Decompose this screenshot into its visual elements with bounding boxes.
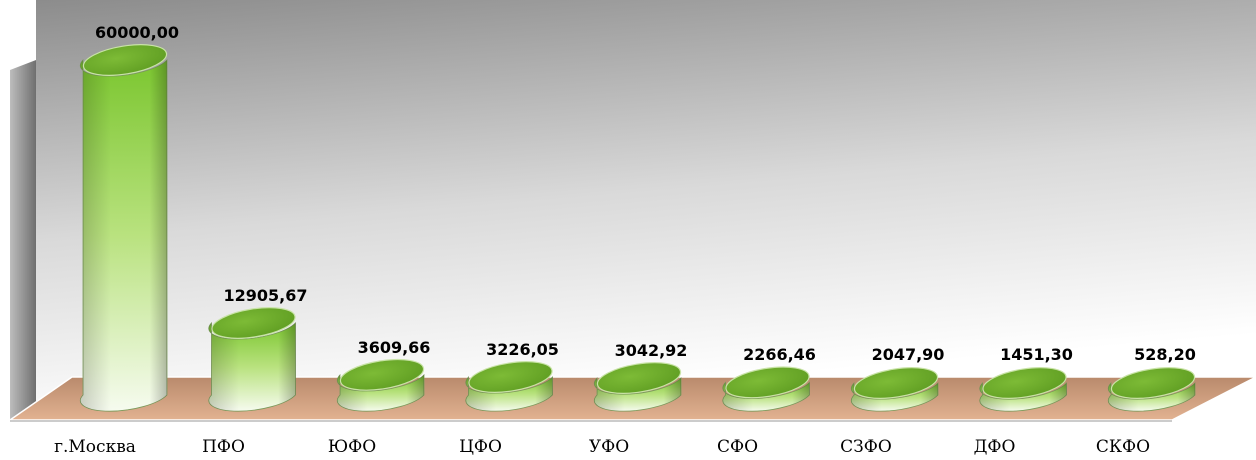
value-label: 60000,00 — [95, 23, 179, 42]
bar-top — [853, 367, 939, 399]
value-label: 3042,92 — [615, 341, 688, 360]
value-labels-layer: 60000,00 12905,67 3609,66 3226,05 3042,92 226… — [95, 23, 1196, 364]
bar-top — [82, 44, 168, 76]
bar-shade — [594, 378, 681, 412]
bar-top — [339, 358, 425, 391]
category-label: ПФО — [202, 437, 245, 457]
category-label: ЦФО — [459, 437, 502, 457]
bar-shade — [465, 376, 553, 412]
bar-7 — [850, 367, 939, 412]
side-wall — [10, 60, 36, 420]
bar-9 — [1107, 367, 1196, 412]
bar-shade — [80, 60, 167, 412]
category-label: СФО — [717, 437, 758, 457]
bar-top — [982, 367, 1067, 399]
category-label: СКФО — [1096, 437, 1150, 457]
bar-6 — [722, 366, 810, 412]
bars-layer — [79, 44, 1196, 412]
bar-8 — [979, 367, 1067, 412]
category-label: СЗФО — [840, 437, 892, 457]
value-label: 3226,05 — [486, 340, 559, 359]
bar-shade — [851, 383, 938, 412]
chart-background — [7, 0, 1256, 422]
bar-shade — [1108, 383, 1195, 412]
bar-4 — [465, 361, 553, 412]
back-wall — [36, 0, 1256, 412]
bar-shade — [979, 383, 1067, 412]
bar-shade — [722, 382, 810, 412]
bar-1 — [79, 44, 168, 412]
bar-top — [211, 307, 296, 339]
bar-top — [725, 366, 810, 399]
bar-shade — [337, 374, 424, 412]
value-label: 3609,66 — [358, 338, 431, 357]
value-label: 1451,30 — [1000, 345, 1073, 364]
category-label: УФО — [589, 437, 629, 457]
bar-3 — [336, 358, 425, 412]
category-label: г.Москва — [54, 437, 136, 457]
category-label: ДФО — [974, 437, 1016, 457]
value-label: 528,20 — [1134, 345, 1196, 364]
bar-5 — [593, 362, 682, 412]
value-label: 2266,46 — [743, 345, 816, 364]
value-label: 12905,67 — [223, 286, 307, 305]
bar-top — [596, 362, 682, 394]
category-label: ЮФО — [328, 437, 376, 457]
bar-2 — [208, 307, 296, 412]
bar-shade — [208, 322, 296, 412]
bar-top — [1110, 367, 1196, 399]
bar-top — [468, 361, 553, 393]
category-labels-layer: г.Москва ПФО ЮФО ЦФО УФО СФО СЗФО ДФО СКФО — [54, 437, 1150, 457]
value-label: 2047,90 — [872, 345, 945, 364]
